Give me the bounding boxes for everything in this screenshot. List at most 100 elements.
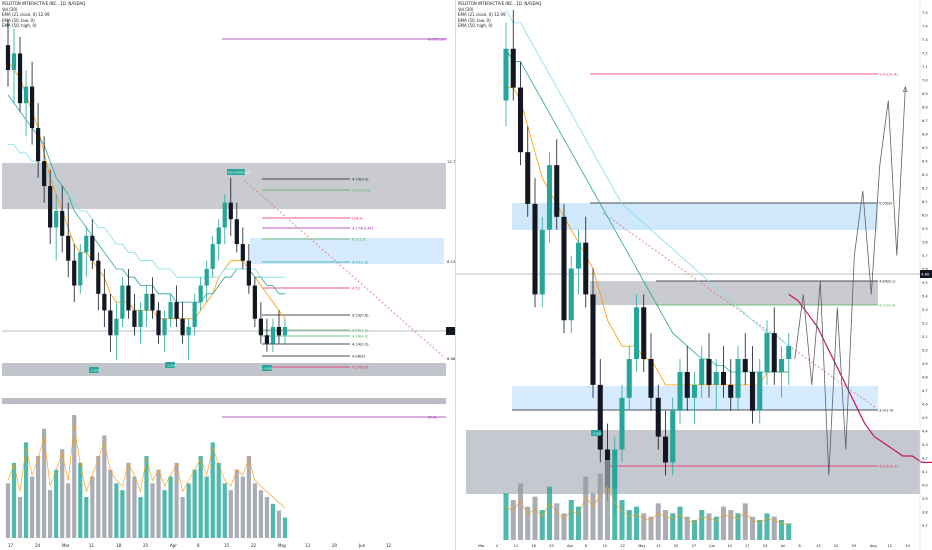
candle-body: [590, 294, 596, 385]
x-axis-tick: 24: [763, 544, 768, 548]
y-axis-tick: 4.9: [922, 362, 928, 366]
x-axis-tick: Apr: [567, 544, 574, 548]
candle-body: [691, 384, 698, 398]
x-axis-tick: 20: [332, 543, 338, 548]
level-label: 4.65(1.5): [352, 329, 369, 333]
volume-bar: [192, 469, 197, 538]
level-label: 4.27(20.1): [879, 465, 898, 469]
candle-body: [713, 371, 719, 385]
x-axis-tick: 11: [89, 543, 95, 548]
y-axis-tick: 6.4: [922, 160, 928, 164]
x-axis-tick: 27: [692, 544, 697, 548]
volume-bar: [648, 516, 654, 540]
left-legend-ema1: EMA (21 close, 0) 12.09: [2, 12, 50, 17]
volume-bar: [706, 513, 712, 540]
candle-body: [144, 293, 149, 311]
y-axis-tick: 5.0: [922, 349, 928, 353]
x-axis-tick: 13: [305, 543, 311, 548]
x-axis-tick: 25: [549, 544, 554, 548]
candle-body: [35, 128, 41, 162]
volume-bar: [150, 483, 155, 538]
candle-body: [525, 152, 531, 204]
candle-body: [554, 165, 560, 217]
price-scale-tag: 8.13: [447, 259, 455, 264]
left-legend-vol: Vol (20): [2, 6, 18, 12]
y-axis-tick: 7.1: [922, 65, 928, 69]
volume-bar: [691, 520, 698, 540]
volume-bar: [90, 476, 95, 538]
x-axis-tick: 22: [251, 543, 257, 548]
x-axis-tick: 19: [905, 544, 910, 548]
level-label: 4.06(6): [352, 355, 366, 359]
candle-body: [735, 359, 741, 398]
volume-ma-line: [7, 425, 286, 509]
x-axis-tick: 8: [798, 544, 801, 548]
candle-body: [771, 333, 777, 372]
volume-bar: [503, 493, 509, 540]
last-price-badge: [446, 327, 455, 335]
right-legend-ema1: EMA (21 close, 0) 12.09: [458, 12, 506, 17]
candle-body: [162, 318, 167, 336]
y-axis-tick: 4.4: [922, 430, 928, 434]
left-chart-pane[interactable]: 6.05(1.87) 4.79(0.4) 4.27(0.01) (28.9) 4.274…: [0, 0, 456, 550]
volume-bar: [162, 490, 167, 538]
candle-body: [252, 285, 257, 319]
level-label: 4.14(0.3): [352, 343, 369, 347]
y-axis-tick: 4.2: [922, 457, 928, 461]
volume-bar: [771, 516, 777, 540]
candle-body: [583, 242, 589, 295]
level-label: 4.53(0.6): [352, 314, 369, 318]
y-axis-tick: 4.8: [922, 376, 928, 380]
volume-bar: [670, 513, 676, 540]
volume-bar: [575, 506, 582, 540]
ema-slow-line: [8, 144, 285, 278]
signal-tag: -4,900: [263, 367, 273, 371]
volume-bar: [246, 456, 251, 538]
volume-bar: [597, 473, 603, 540]
volume-bar: [699, 510, 705, 540]
candle-body: [258, 318, 264, 336]
candle-body: [503, 48, 509, 101]
candle-body: [78, 252, 83, 286]
volume-bar: [186, 483, 191, 538]
candle-body: [539, 229, 545, 295]
right-chart-pane[interactable]: 1.41(31.4) 5.05(8) 4.80(8.1) 4.51(0.4) 3.91(…: [456, 0, 932, 550]
volume-bar: [282, 517, 288, 538]
volume-bar: [749, 516, 756, 540]
x-axis-tick: 24: [35, 543, 41, 548]
right-legend-vol: Vol (20): [458, 6, 474, 12]
volume-bar: [786, 523, 792, 540]
volume-bar: [126, 462, 131, 538]
candle-body: [641, 307, 647, 360]
candle-body: [156, 310, 161, 336]
y-axis-tick: 4.0: [922, 484, 928, 488]
volume-bar: [612, 486, 618, 540]
x-axis-tick: 8: [585, 544, 588, 548]
level-label: 4.28(4.0): [352, 335, 369, 339]
y-axis-tick: 5.9: [922, 227, 928, 231]
right-legend-title: PELOTON INTERACTIVE INC., 1D, NASDAQ: [458, 1, 542, 6]
x-axis-tick: 12: [386, 543, 392, 548]
x-axis-tick: 15: [603, 544, 608, 548]
ema-long-extension: [788, 293, 932, 463]
ema-slow-line: [505, 9, 790, 347]
candle-body: [619, 397, 625, 450]
volume-bar: [728, 510, 734, 540]
candle-body: [120, 285, 125, 319]
volume-bar: [583, 476, 589, 540]
volume-bar: [72, 415, 77, 538]
pane-separator-band: [2, 398, 446, 404]
x-axis-tick: 11: [514, 544, 519, 548]
volume-bar: [156, 469, 161, 538]
ema-fast-line: [506, 87, 789, 386]
volume-bar: [54, 469, 59, 538]
volume-bar: [48, 490, 53, 538]
volume-bar: [568, 500, 574, 540]
candle-body: [749, 371, 756, 411]
volume-bar: [60, 449, 65, 538]
signal-tag-bg: [262, 365, 272, 371]
x-axis-tick: 8: [197, 543, 200, 548]
volume-bar: [252, 483, 257, 538]
candle-body: [114, 318, 119, 336]
candle-body: [706, 359, 712, 385]
